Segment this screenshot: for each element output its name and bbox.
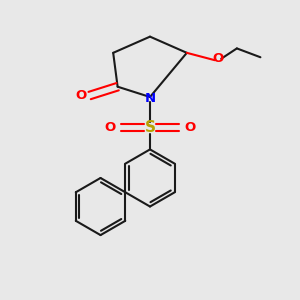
Text: O: O [76,89,87,102]
Text: S: S [145,120,155,135]
Text: O: O [184,122,195,134]
Text: O: O [105,122,116,134]
Text: O: O [213,52,224,65]
Text: N: N [144,92,156,105]
